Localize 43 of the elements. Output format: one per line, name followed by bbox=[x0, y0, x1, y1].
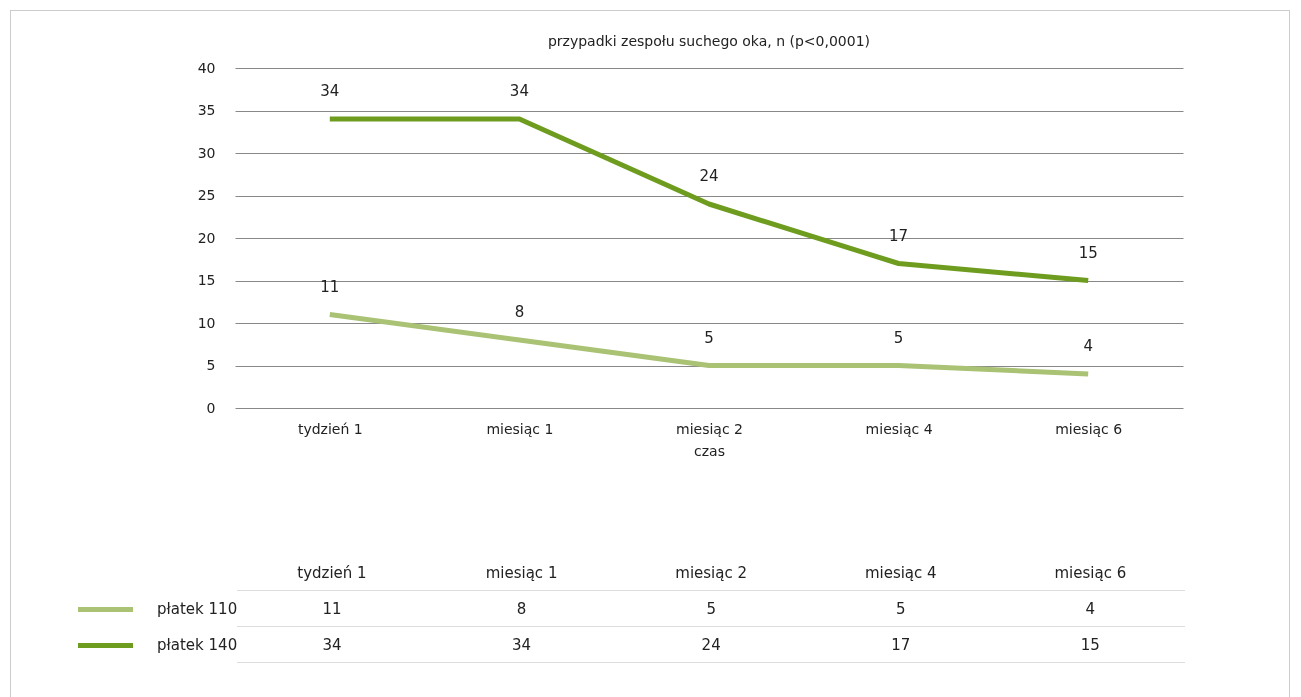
y-tick-label: 15 bbox=[197, 272, 216, 288]
x-tick-label: miesiąc 1 bbox=[486, 420, 554, 437]
x-tick-label: miesiąc 4 bbox=[865, 420, 933, 437]
category-label: miesiąc 2 bbox=[675, 563, 748, 582]
x-tick-label: tydzień 1 bbox=[297, 420, 363, 437]
y-tick-label: 20 bbox=[197, 229, 216, 246]
y-tick-label: 35 bbox=[197, 102, 216, 118]
x-tick-label: miesiąc 2 bbox=[676, 420, 743, 437]
annotation: 34 bbox=[509, 82, 529, 100]
legend-label: płatek 140 bbox=[156, 634, 238, 656]
category-label: miesiąc 1 bbox=[485, 563, 558, 582]
data-label: 5 bbox=[616, 590, 806, 627]
x-axis-title: czas bbox=[694, 442, 725, 459]
data-label: 4 bbox=[995, 590, 1186, 627]
data-label: 8 bbox=[426, 590, 617, 627]
data-label: 34 bbox=[237, 626, 427, 663]
legend-label: płatek 110 bbox=[156, 598, 238, 620]
category-label: miesiąc 4 bbox=[864, 563, 937, 582]
annotation: 11 bbox=[320, 277, 340, 296]
annotation: 34 bbox=[320, 82, 340, 100]
data-label: 34 bbox=[426, 626, 617, 663]
y-tick-label: 25 bbox=[197, 187, 216, 203]
annotation: 4 bbox=[1083, 337, 1093, 355]
y-tick-label: 30 bbox=[197, 144, 216, 161]
data-label: 11 bbox=[237, 590, 427, 627]
x-tick-label: miesiąc 6 bbox=[1055, 420, 1123, 437]
data-label: 24 bbox=[616, 626, 806, 663]
data-label: 15 bbox=[995, 626, 1186, 663]
annotation: 8 bbox=[514, 303, 525, 321]
annotation: 15 bbox=[1078, 243, 1098, 262]
y-tick-label: 10 bbox=[197, 314, 216, 331]
data-label: 17 bbox=[805, 626, 996, 663]
y-tick-label: 5 bbox=[206, 357, 216, 373]
category-label: miesiąc 6 bbox=[1054, 563, 1127, 582]
data-label: 5 bbox=[805, 590, 996, 627]
annotation: 17 bbox=[889, 226, 909, 245]
annotation: 5 bbox=[893, 328, 904, 347]
y-tick-label: 40 bbox=[197, 59, 216, 76]
category-label: tydzień 1 bbox=[297, 563, 367, 582]
annotation: 24 bbox=[699, 167, 719, 185]
y-tick-label: 0 bbox=[206, 399, 216, 416]
chart-title: przypadki zespołu suchego oka, n (p<0,0001) bbox=[547, 33, 871, 49]
annotation: 5 bbox=[704, 328, 714, 347]
